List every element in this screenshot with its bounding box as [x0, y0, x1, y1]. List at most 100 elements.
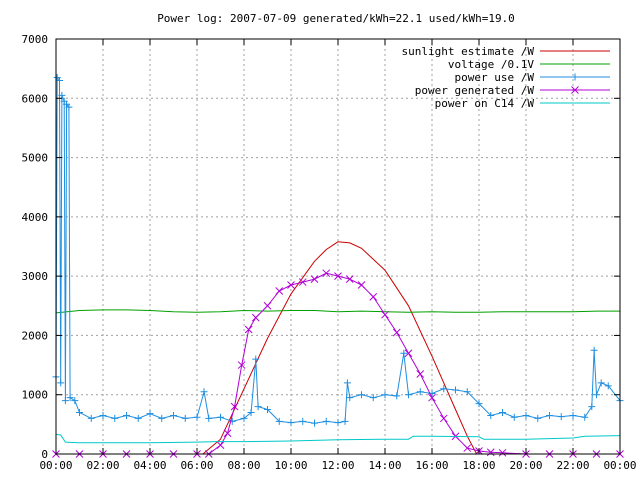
- y-tick-label: 1000: [22, 389, 49, 402]
- data-point-cross: [216, 441, 225, 449]
- data-point-plus: [597, 379, 605, 387]
- data-point-plus: [76, 409, 83, 416]
- data-point-plus: [254, 403, 262, 411]
- data-point-plus: [200, 388, 208, 396]
- data-point-cross: [263, 301, 272, 310]
- data-point-plus: [111, 414, 119, 422]
- data-point-plus: [247, 409, 255, 416]
- data-point-plus: [588, 403, 596, 411]
- data-point-plus: [311, 419, 318, 427]
- data-point-cross: [498, 448, 507, 457]
- data-point-cross: [345, 275, 354, 283]
- data-point-plus: [56, 77, 64, 84]
- data-point-cross: [486, 448, 495, 457]
- data-point-plus: [358, 391, 365, 399]
- series-line: [55, 309, 620, 314]
- data-point-plus: [487, 411, 495, 419]
- data-point-plus: [393, 392, 401, 400]
- data-point-plus: [66, 394, 74, 402]
- data-point-plus: [522, 411, 530, 419]
- data-point-plus: [57, 379, 65, 387]
- x-tick-label: 20:00: [509, 459, 542, 472]
- data-point-plus: [71, 397, 79, 405]
- data-point-plus: [569, 411, 577, 419]
- data-point-cross: [251, 313, 260, 322]
- data-point-plus: [400, 349, 408, 357]
- data-point-cross: [392, 328, 401, 337]
- series-2: [52, 74, 624, 427]
- data-point-plus: [170, 411, 177, 419]
- data-point-plus: [343, 379, 351, 387]
- data-point-cross: [428, 393, 436, 402]
- data-point-plus: [557, 413, 565, 421]
- y-tick-label: 5000: [22, 152, 49, 165]
- series-3: [52, 269, 624, 458]
- data-point-plus: [405, 391, 412, 399]
- y-tick-label: 3000: [22, 270, 49, 283]
- legend-marker: [571, 73, 579, 81]
- data-point-plus: [581, 413, 589, 421]
- legend-label: sunlight estimate /W: [402, 45, 535, 58]
- data-point-cross: [334, 272, 342, 280]
- x-tick-label: 00:00: [39, 459, 72, 472]
- data-point-plus: [546, 411, 553, 419]
- data-point-plus: [275, 417, 283, 425]
- series-1: [55, 309, 620, 314]
- x-tick-label: 12:00: [321, 459, 354, 472]
- chart-title: Power log: 2007-07-09 generated/kWh=22.1…: [157, 12, 515, 25]
- legend-marker: [571, 86, 579, 94]
- data-point-cross: [275, 287, 284, 295]
- data-point-plus: [604, 382, 612, 390]
- data-point-cross: [381, 310, 389, 319]
- data-point-cross: [223, 429, 232, 438]
- data-point-plus: [381, 391, 389, 399]
- data-point-plus: [499, 409, 506, 416]
- data-point-plus: [534, 414, 542, 422]
- data-point-plus: [240, 414, 248, 422]
- x-tick-label: 04:00: [133, 459, 166, 472]
- legend-label: power generated /W: [415, 84, 535, 97]
- data-point-plus: [341, 417, 349, 425]
- x-tick-label: 08:00: [227, 459, 260, 472]
- x-tick-label: 06:00: [180, 459, 213, 472]
- data-point-cross: [298, 278, 307, 286]
- y-tick-label: 6000: [22, 92, 49, 105]
- data-point-cross: [369, 293, 378, 301]
- data-point-plus: [369, 394, 377, 402]
- data-point-plus: [590, 346, 598, 354]
- y-tick-label: 7000: [22, 33, 49, 46]
- data-point-plus: [99, 411, 107, 419]
- x-tick-label: 16:00: [415, 459, 448, 472]
- data-point-plus: [334, 419, 342, 427]
- data-point-plus: [463, 388, 471, 396]
- x-tick-label: 18:00: [462, 459, 495, 472]
- data-point-cross: [322, 269, 331, 278]
- data-point-plus: [87, 414, 95, 422]
- series-group: [52, 74, 624, 458]
- series-4: [55, 433, 621, 444]
- axes: 0 1000 2000 3000 4000 5000 6000 7000 00:00 02:00 0…: [22, 33, 637, 472]
- data-point-plus: [475, 400, 483, 408]
- data-point-plus: [252, 355, 260, 363]
- data-point-plus: [440, 385, 448, 393]
- x-tick-label: 02:00: [86, 459, 119, 472]
- data-point-plus: [264, 406, 271, 414]
- data-point-plus: [205, 414, 213, 422]
- y-tick-label: 4000: [22, 211, 49, 224]
- data-point-cross: [357, 281, 366, 289]
- data-point-cross: [237, 361, 246, 369]
- data-point-cross: [244, 325, 253, 334]
- data-point-plus: [510, 413, 518, 421]
- grid: [56, 39, 620, 454]
- data-point-plus: [593, 391, 600, 399]
- data-point-plus: [61, 397, 69, 405]
- data-point-plus: [287, 419, 295, 427]
- x-tick-label: 22:00: [556, 459, 589, 472]
- data-point-plus: [123, 411, 130, 419]
- data-point-cross: [416, 370, 425, 378]
- data-point-plus: [452, 386, 459, 394]
- x-tick-label: 14:00: [368, 459, 401, 472]
